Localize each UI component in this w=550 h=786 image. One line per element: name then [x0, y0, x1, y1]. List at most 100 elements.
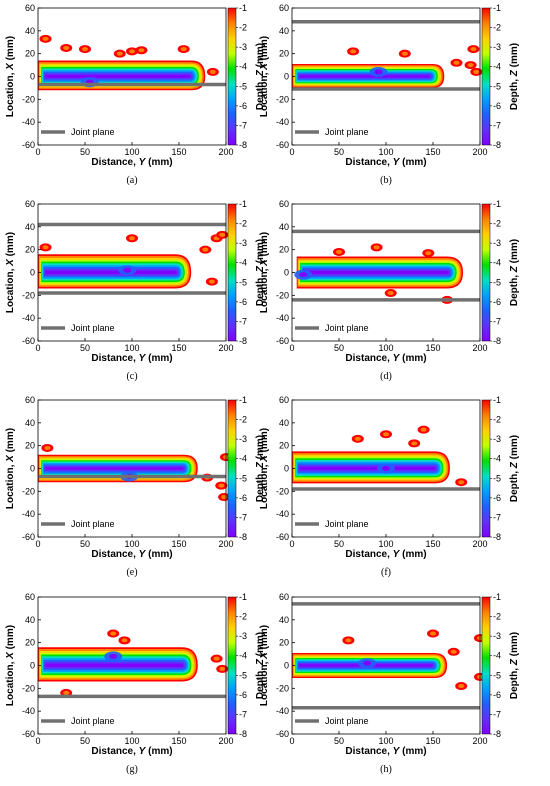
- depth-contour: [45, 74, 191, 78]
- splash-blob-core: [420, 427, 427, 432]
- y-tick-label: -60: [22, 336, 35, 346]
- y-tick-label: 20: [279, 638, 289, 648]
- colorbar-label-part: Z: [509, 265, 520, 273]
- y-tick-label: 0: [30, 661, 35, 671]
- x-axis-label-suffix: (mm): [145, 549, 172, 560]
- x-tick-label: 50: [334, 539, 344, 549]
- splash-blob-core: [138, 48, 145, 53]
- colorbar-tick-label: -1: [239, 592, 247, 602]
- x-tick-label: 100: [378, 147, 393, 157]
- y-tick-label: 0: [284, 268, 289, 278]
- legend-label: Joint plane: [71, 127, 115, 137]
- y-tick-label: 40: [279, 26, 289, 36]
- colorbar-label-part: Z: [255, 461, 266, 469]
- y-tick-label: 40: [279, 222, 289, 232]
- x-tick-label: 0: [35, 147, 40, 157]
- colorbar-tick-label: -5: [493, 81, 501, 91]
- colorbar-tick-label: -5: [493, 473, 501, 483]
- splash-blob-core: [336, 249, 342, 254]
- x-tick-label: 100: [124, 736, 139, 746]
- panel-caption: (d): [380, 371, 392, 382]
- panel-caption: (a): [126, 175, 137, 186]
- colorbar-tick-label: -8: [239, 336, 247, 346]
- x-axis-label-suffix: (mm): [145, 157, 172, 168]
- x-axis-label-var: Y: [393, 746, 401, 757]
- colorbar-tick-label: -7: [239, 709, 247, 719]
- y-axis-label-suffix: (mm): [5, 36, 16, 63]
- x-tick-label: 100: [378, 539, 393, 549]
- x-tick-label: 50: [334, 343, 344, 353]
- x-tick-label: 50: [80, 539, 90, 549]
- y-axis-label-suffix: (mm): [259, 625, 270, 652]
- colorbar-tick-label: -2: [239, 23, 247, 33]
- colorbar-label: Depth, Z (mm): [509, 43, 520, 110]
- y-tick-label: 60: [25, 592, 35, 602]
- x-axis-label-var: Y: [139, 746, 147, 757]
- colorbar-label-part: Depth,: [255, 468, 266, 502]
- colorbar: [482, 400, 490, 537]
- y-tick-label: 0: [30, 72, 35, 82]
- splash-blob-core: [450, 649, 457, 654]
- y-axis-label: Location, X (mm): [259, 232, 270, 313]
- y-tick-label: -60: [276, 532, 289, 542]
- y-tick-label: 40: [25, 418, 35, 428]
- colorbar-label-part: Depth,: [509, 272, 520, 306]
- splash-blob-core: [213, 656, 220, 661]
- x-tick-label: 200: [472, 343, 487, 353]
- colorbar-tick-label: -8: [493, 729, 501, 739]
- colorbar-tick-label: -6: [239, 101, 247, 111]
- splash-blob-core: [473, 69, 480, 74]
- x-axis-label: Distance, Y (mm): [345, 353, 426, 364]
- y-axis-label: Location, X (mm): [5, 36, 16, 117]
- x-axis-label: Distance, Y (mm): [345, 746, 426, 757]
- splash-blob-core: [387, 291, 394, 296]
- x-axis-label-prefix: Distance,: [345, 157, 392, 168]
- deep-spot-core: [363, 660, 372, 666]
- x-tick-label: 0: [35, 343, 40, 353]
- splash-blob-core: [42, 245, 49, 250]
- panel-caption: (h): [380, 764, 392, 775]
- colorbar-tick-label: -2: [239, 612, 247, 622]
- colorbar-label-part: Z: [509, 69, 520, 77]
- x-axis-label-suffix: (mm): [399, 157, 426, 168]
- y-tick-label: 60: [279, 395, 289, 405]
- y-axis-label: Location, X (mm): [259, 428, 270, 509]
- y-tick-label: 20: [25, 638, 35, 648]
- colorbar-label-part: Z: [509, 461, 520, 469]
- x-tick-label: 50: [80, 147, 90, 157]
- x-axis-label-suffix: (mm): [399, 549, 426, 560]
- colorbar-tick-label: -4: [493, 651, 501, 661]
- y-tick-label: -20: [22, 683, 35, 693]
- legend-label: Joint plane: [325, 323, 369, 333]
- colorbar-tick-label: -1: [493, 3, 501, 13]
- y-axis-label-var: X: [5, 651, 16, 660]
- x-axis-label: Distance, Y (mm): [345, 157, 426, 168]
- colorbar-tick-label: -2: [493, 612, 501, 622]
- y-tick-label: -40: [276, 117, 289, 127]
- x-axis-label: Distance, Y (mm): [91, 157, 172, 168]
- y-tick-label: 60: [25, 3, 35, 13]
- colorbar: [482, 204, 490, 341]
- y-tick-label: 0: [284, 661, 289, 671]
- x-axis-label-prefix: Distance,: [91, 353, 138, 364]
- legend-label: Joint plane: [71, 519, 115, 529]
- splash-blob-core: [383, 432, 389, 437]
- colorbar-tick-label: -6: [493, 297, 501, 307]
- x-axis-label-prefix: Distance,: [91, 746, 138, 757]
- colorbar-tick-label: -8: [239, 532, 247, 542]
- y-tick-label: -60: [276, 729, 289, 739]
- y-tick-label: 40: [25, 26, 35, 36]
- colorbar-tick-label: -1: [239, 3, 247, 13]
- y-tick-label: 20: [279, 441, 289, 451]
- splash-blob-core: [401, 51, 408, 56]
- deep-spot-core: [374, 69, 383, 75]
- colorbar-tick-label: -2: [493, 23, 501, 33]
- colorbar-tick-label: -8: [493, 140, 501, 150]
- splash-blob-core: [82, 47, 88, 52]
- colorbar-frame: [227, 399, 237, 538]
